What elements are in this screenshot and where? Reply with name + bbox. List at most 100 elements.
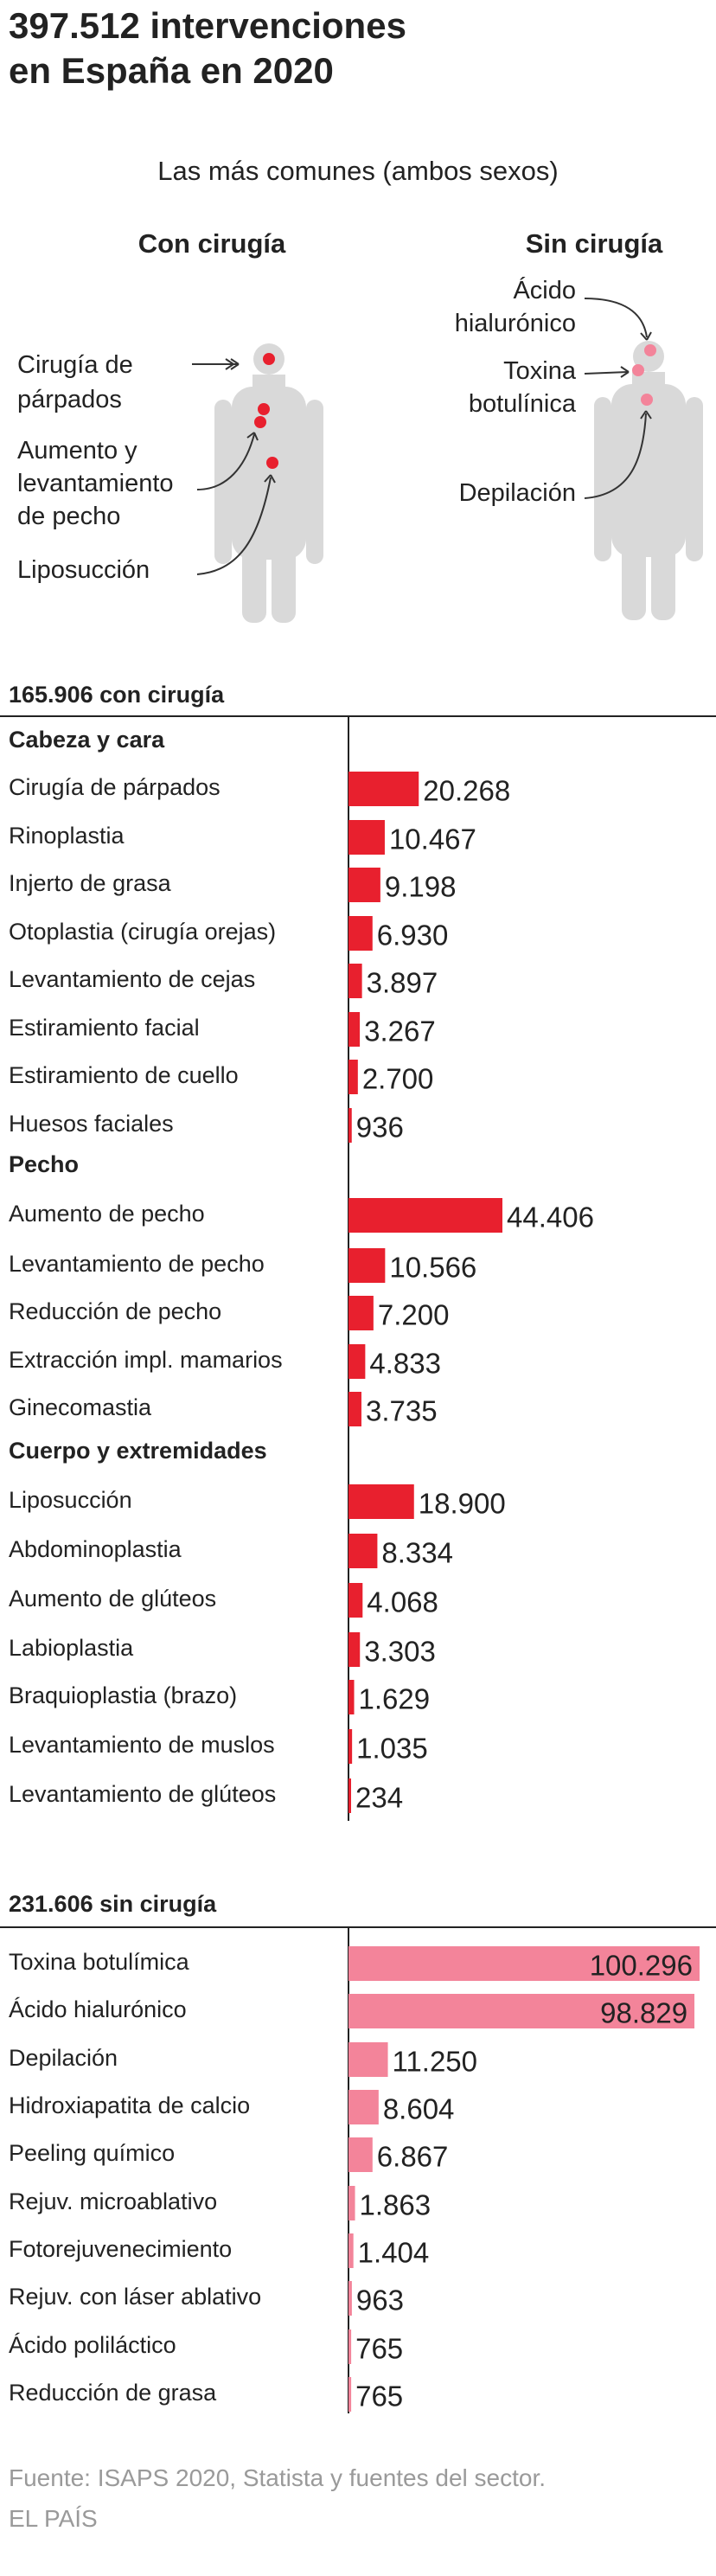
category-label: Reducción de pecho	[9, 1298, 221, 1324]
bar-injerto-de-grasa	[348, 868, 380, 902]
marker-hair-removal	[641, 394, 653, 406]
bar-extraccion-impl-mamarios	[348, 1344, 366, 1379]
category-label: Reducción de grasa	[9, 2380, 217, 2406]
category-label: Aumento de pecho	[9, 1201, 205, 1227]
markers-left	[254, 353, 278, 469]
label-breast-1: Aumento y	[17, 437, 137, 465]
label-hyaluronic-1: Ácido	[513, 276, 576, 304]
marker-liposuction	[266, 457, 278, 469]
label-hyaluronic-2: hialurónico	[455, 310, 576, 337]
value-label: 98.829	[600, 1997, 687, 2029]
value-label: 963	[356, 2284, 404, 2316]
category-label: Levantamiento de cejas	[9, 966, 255, 992]
leader-hair-removal	[584, 413, 647, 499]
value-label: 1.629	[359, 1683, 431, 1715]
value-label: 10.467	[389, 823, 476, 855]
leader-liposuction	[196, 477, 272, 575]
category-label: Aumento de glúteos	[9, 1586, 216, 1612]
value-label: 3.735	[366, 1395, 438, 1427]
bar-acido-polilactico	[348, 2329, 352, 2364]
value-label: 100.296	[590, 1950, 693, 1982]
marker-botox	[632, 364, 644, 376]
category-label: Toxina botulímica	[9, 1949, 190, 1975]
heading-sin-cirugia: Sin cirugía	[526, 228, 663, 259]
bar-rinoplastia	[348, 820, 385, 855]
bar-reduccion-de-grasa	[348, 2377, 352, 2412]
chart-sin-cirugia: 231.606 sin cirugía Toxina botulímica 100.…	[0, 1891, 716, 2413]
leader-breast	[196, 433, 255, 490]
bar-aumento-de-gluteos	[348, 1583, 363, 1618]
bar-hidroxiapatita-de-calcio	[348, 2090, 379, 2124]
chart-title: 231.606 sin cirugía	[9, 1891, 217, 1917]
value-label: 4.068	[367, 1586, 438, 1618]
marker-breast-2	[254, 416, 266, 428]
value-label: 2.700	[362, 1063, 434, 1095]
value-label: 20.268	[423, 775, 510, 807]
category-label: Abdominoplastia	[9, 1536, 182, 1562]
value-label: 6.930	[377, 920, 449, 952]
value-label: 8.334	[381, 1537, 453, 1569]
bar-levantamiento-de-gluteos	[348, 1778, 351, 1813]
bar-cirugia-de-parpados	[348, 772, 419, 806]
bar-acido-hialuronico	[348, 1994, 695, 2028]
leader-botox	[584, 371, 629, 375]
body-figure-right	[594, 341, 703, 620]
label-botox-2: botulínica	[469, 390, 577, 418]
value-label: 10.566	[389, 1252, 476, 1284]
value-label: 3.267	[364, 1016, 436, 1048]
category-label: Injerto de grasa	[9, 870, 172, 896]
bar-estiramiento-de-cuello	[348, 1060, 358, 1094]
chart-con-cirugia: 165.906 con cirugía Cabeza y cara Cirugía …	[0, 682, 716, 1821]
title-line-1: 397.512 intervenciones	[9, 5, 406, 46]
label-breast-3: de pecho	[17, 503, 120, 530]
bar-rejuv-con-laser-ablativo	[348, 2281, 352, 2316]
category-label: Ácido hialurónico	[9, 1996, 187, 2022]
label-eyelids-2: párpados	[17, 386, 122, 413]
category-label: Estiramiento facial	[9, 1015, 200, 1041]
value-label: 1.863	[360, 2189, 432, 2221]
bar-levantamiento-de-pecho	[348, 1248, 386, 1283]
label-breast-2: levantamiento	[17, 470, 174, 497]
bar-reduccion-de-pecho	[348, 1296, 374, 1330]
category-label: Labioplastia	[9, 1635, 134, 1661]
group-heading-cabeza-y-cara: Cabeza y cara	[9, 727, 165, 753]
category-label: Estiramiento de cuello	[9, 1062, 239, 1088]
value-label: 18.900	[419, 1488, 506, 1520]
bar-otoplastia-cirugia-orejas	[348, 916, 373, 951]
leader-lines	[192, 298, 652, 575]
value-label: 44.406	[507, 1201, 594, 1234]
value-label: 1.404	[358, 2237, 430, 2269]
chart-title: 165.906 con cirugía	[9, 682, 225, 708]
category-label: Extracción impl. mamarios	[9, 1347, 283, 1373]
label-liposuction: Liposucción	[17, 556, 150, 584]
value-label: 3.303	[364, 1636, 436, 1668]
value-label: 234	[355, 1782, 403, 1814]
bar-braquioplastia-brazo	[348, 1680, 355, 1714]
label-eyelids-1: Cirugía de	[17, 351, 133, 379]
category-label: Levantamiento de muslos	[9, 1732, 275, 1758]
value-label: 3.897	[367, 967, 438, 999]
bar-fotorejuvenecimiento	[348, 2233, 354, 2268]
marker-eyelids	[263, 353, 275, 365]
value-label: 8.604	[383, 2093, 455, 2125]
bar-peeling-quimico	[348, 2137, 373, 2172]
label-botox-1: Toxina	[503, 357, 577, 385]
category-label: Otoplastia (cirugía orejas)	[9, 919, 276, 945]
bar-huesos-faciales	[348, 1108, 352, 1143]
heading-con-cirugia: Con cirugía	[138, 228, 286, 259]
value-label: 11.250	[393, 2046, 477, 2078]
leader-hyaluronic	[584, 298, 648, 338]
category-label: Rinoplastia	[9, 823, 125, 849]
bar-liposuccion	[348, 1484, 414, 1519]
bar-aumento-de-pecho	[348, 1198, 502, 1233]
value-label: 1.035	[356, 1733, 428, 1765]
category-label: Braquioplastia (brazo)	[9, 1682, 237, 1708]
category-label: Rejuv. microablativo	[9, 2188, 217, 2214]
marker-hyaluronic	[644, 344, 656, 356]
category-label: Depilación	[9, 2045, 118, 2071]
source-note: Fuente: ISAPS 2020, Statista y fuentes d…	[9, 2464, 546, 2491]
category-label: Ácido poliláctico	[9, 2332, 176, 2358]
category-label: Peeling químico	[9, 2140, 175, 2166]
category-label: Huesos faciales	[9, 1111, 174, 1137]
